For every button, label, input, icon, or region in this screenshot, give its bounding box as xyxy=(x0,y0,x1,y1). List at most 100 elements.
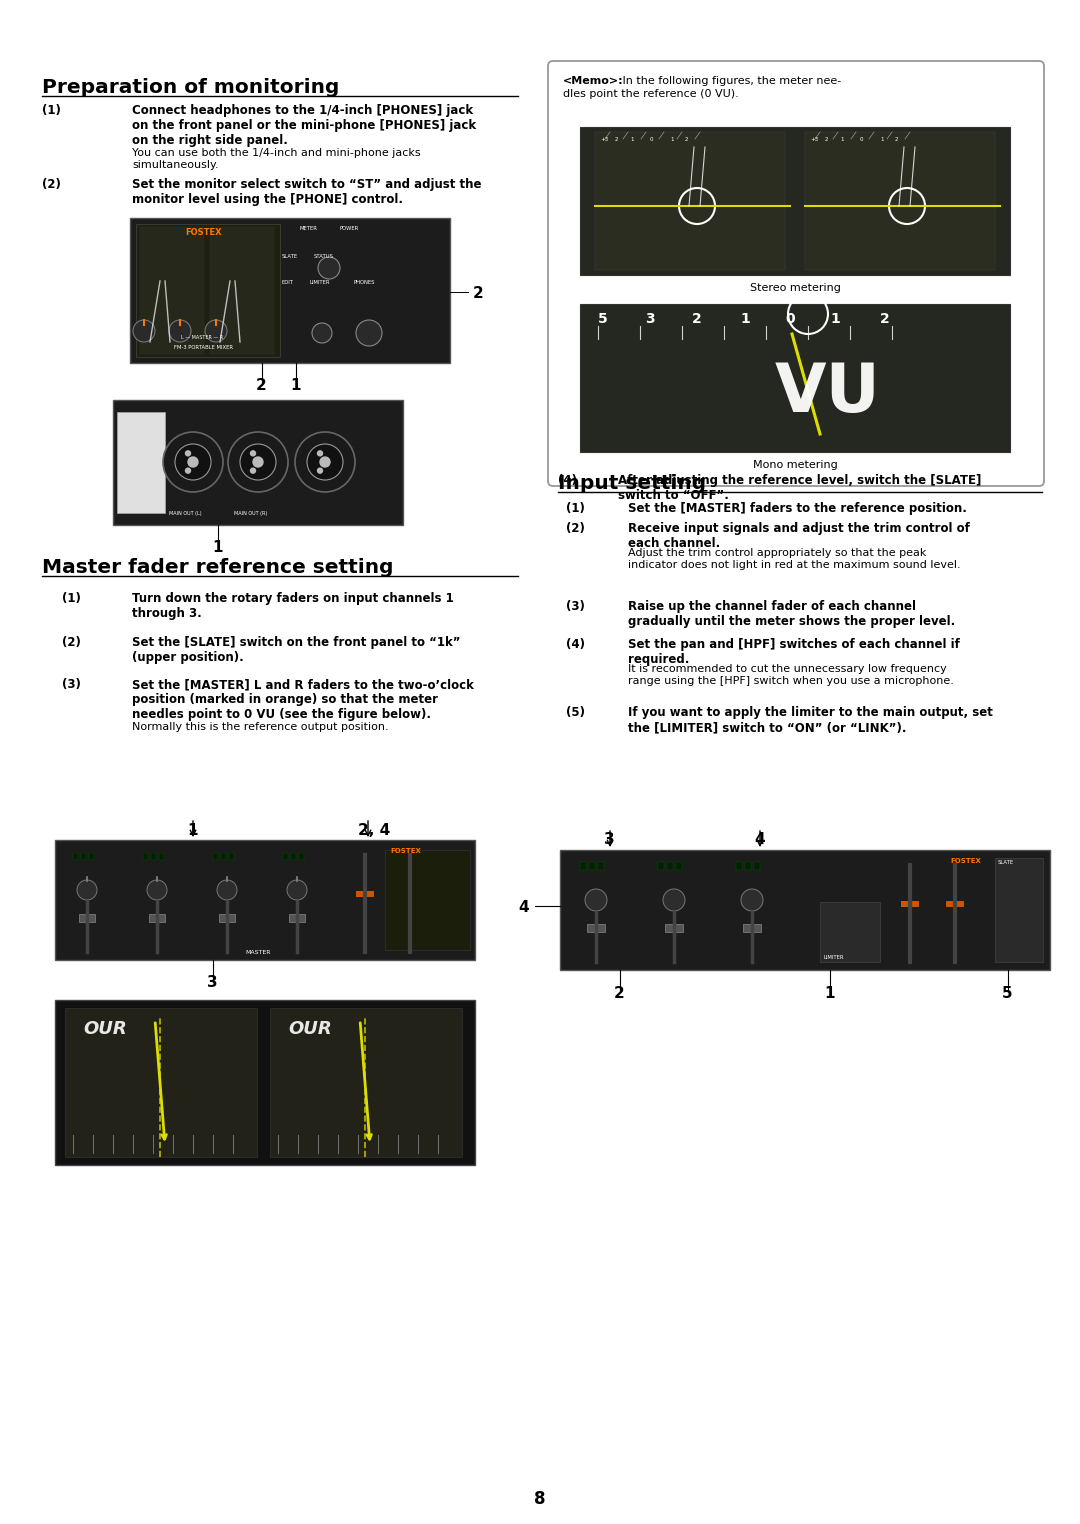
Circle shape xyxy=(253,457,264,466)
FancyBboxPatch shape xyxy=(995,858,1043,962)
FancyBboxPatch shape xyxy=(658,863,664,870)
Text: (2): (2) xyxy=(62,636,81,649)
Circle shape xyxy=(318,451,323,456)
Circle shape xyxy=(186,451,190,456)
Circle shape xyxy=(188,457,198,466)
Text: 8: 8 xyxy=(535,1490,545,1509)
Circle shape xyxy=(663,888,685,911)
Text: 5: 5 xyxy=(598,312,608,326)
Text: Preparation of monitoring: Preparation of monitoring xyxy=(42,78,339,98)
FancyBboxPatch shape xyxy=(665,924,683,933)
Text: FM-3 PORTABLE MIXER: FM-3 PORTABLE MIXER xyxy=(175,344,233,351)
FancyBboxPatch shape xyxy=(580,863,586,870)
Text: FOSTEX: FOSTEX xyxy=(186,229,222,238)
Text: EDIT: EDIT xyxy=(282,280,294,285)
Circle shape xyxy=(356,320,382,346)
Circle shape xyxy=(205,320,227,341)
Circle shape xyxy=(287,879,307,901)
Text: 1: 1 xyxy=(824,986,835,1001)
Text: MAIN OUT (R): MAIN OUT (R) xyxy=(234,511,268,517)
FancyBboxPatch shape xyxy=(210,227,274,354)
Text: LIMITER: LIMITER xyxy=(309,280,329,285)
Circle shape xyxy=(251,451,256,456)
FancyBboxPatch shape xyxy=(149,914,165,922)
Text: (1): (1) xyxy=(42,104,60,117)
Text: (2): (2) xyxy=(42,178,60,190)
Text: 2: 2 xyxy=(615,137,619,142)
FancyBboxPatch shape xyxy=(595,133,785,270)
FancyBboxPatch shape xyxy=(289,914,305,922)
FancyBboxPatch shape xyxy=(117,411,165,514)
FancyBboxPatch shape xyxy=(55,840,475,960)
Text: 4: 4 xyxy=(518,901,528,914)
Text: Mono metering: Mono metering xyxy=(753,460,837,469)
Text: Raise up the channel fader of each channel
gradually until the meter shows the p: Raise up the channel fader of each chann… xyxy=(627,600,955,628)
Circle shape xyxy=(228,431,288,492)
FancyBboxPatch shape xyxy=(221,853,226,860)
FancyBboxPatch shape xyxy=(805,133,995,270)
Text: 0: 0 xyxy=(860,137,864,142)
Text: SLATE: SLATE xyxy=(998,860,1014,866)
FancyBboxPatch shape xyxy=(588,924,605,933)
Text: Adjust the trim control appropriately so that the peak
indicator does not light : Adjust the trim control appropriately so… xyxy=(627,549,960,570)
FancyBboxPatch shape xyxy=(299,853,303,860)
Text: POWER: POWER xyxy=(339,226,359,232)
Text: 2: 2 xyxy=(692,312,702,326)
Text: 1: 1 xyxy=(740,312,750,326)
Text: (1): (1) xyxy=(62,591,81,605)
Text: Set the pan and [HPF] switches of each channel if
required.: Set the pan and [HPF] switches of each c… xyxy=(627,639,960,666)
FancyBboxPatch shape xyxy=(946,901,964,907)
Text: 1: 1 xyxy=(630,137,634,142)
Text: MAIN OUT (L): MAIN OUT (L) xyxy=(168,511,201,517)
Text: Set the [MASTER] faders to the reference position.: Set the [MASTER] faders to the reference… xyxy=(627,501,967,515)
Text: <Memo>:: <Memo>: xyxy=(563,76,623,85)
FancyBboxPatch shape xyxy=(754,863,760,870)
Text: 1: 1 xyxy=(187,823,198,838)
FancyBboxPatch shape xyxy=(89,853,94,860)
Text: 3: 3 xyxy=(207,975,218,991)
Text: 1: 1 xyxy=(880,137,883,142)
FancyBboxPatch shape xyxy=(79,914,95,922)
Text: You can use both the 1/4-inch and mini-phone jacks
simultaneously.: You can use both the 1/4-inch and mini-p… xyxy=(132,148,420,169)
Text: If you want to apply the limiter to the main output, set
the [LIMITER] switch to: If you want to apply the limiter to the … xyxy=(627,706,993,735)
Text: Input setting: Input setting xyxy=(558,474,706,492)
Circle shape xyxy=(186,468,190,472)
Text: LIMITER: LIMITER xyxy=(823,956,843,960)
Circle shape xyxy=(295,431,355,492)
FancyBboxPatch shape xyxy=(356,892,374,896)
FancyBboxPatch shape xyxy=(283,853,288,860)
FancyBboxPatch shape xyxy=(384,850,470,949)
Text: Stereo metering: Stereo metering xyxy=(750,283,840,293)
Text: OUR: OUR xyxy=(288,1020,332,1038)
Text: Set the monitor select switch to “ST” and adjust the
monitor level using the [PH: Set the monitor select switch to “ST” an… xyxy=(132,178,482,206)
FancyBboxPatch shape xyxy=(65,1007,257,1157)
FancyBboxPatch shape xyxy=(140,227,204,354)
Text: 2, 4: 2, 4 xyxy=(357,823,390,838)
FancyBboxPatch shape xyxy=(676,863,681,870)
Circle shape xyxy=(251,468,256,472)
Text: PHONES: PHONES xyxy=(354,280,376,285)
Text: Set the [SLATE] switch on the front panel to “1k”
(upper position).: Set the [SLATE] switch on the front pane… xyxy=(132,636,460,664)
Text: Normally this is the reference output position.: Normally this is the reference output po… xyxy=(132,722,389,732)
Circle shape xyxy=(163,431,222,492)
FancyBboxPatch shape xyxy=(820,902,880,962)
Text: FOSTEX: FOSTEX xyxy=(390,847,421,853)
FancyBboxPatch shape xyxy=(73,853,78,860)
Text: OUR: OUR xyxy=(83,1020,126,1038)
Text: dles point the reference (0 VU).: dles point the reference (0 VU). xyxy=(563,88,739,99)
Text: +3: +3 xyxy=(600,137,608,142)
Text: STATUS: STATUS xyxy=(314,255,334,259)
Text: (2): (2) xyxy=(566,523,585,535)
Text: (1): (1) xyxy=(566,501,585,515)
Text: 3: 3 xyxy=(604,832,615,847)
Circle shape xyxy=(133,320,156,341)
Text: After adjusting the reference level, switch the [SLATE]
switch to “OFF”.: After adjusting the reference level, swi… xyxy=(618,474,982,501)
Text: 2: 2 xyxy=(825,137,828,142)
Circle shape xyxy=(318,468,323,472)
Text: (3): (3) xyxy=(566,600,585,613)
Circle shape xyxy=(741,888,762,911)
Circle shape xyxy=(312,323,332,343)
Text: 1: 1 xyxy=(291,378,300,393)
Text: Turn down the rotary faders on input channels 1
through 3.: Turn down the rotary faders on input cha… xyxy=(132,591,454,620)
Text: (3): (3) xyxy=(62,678,81,690)
